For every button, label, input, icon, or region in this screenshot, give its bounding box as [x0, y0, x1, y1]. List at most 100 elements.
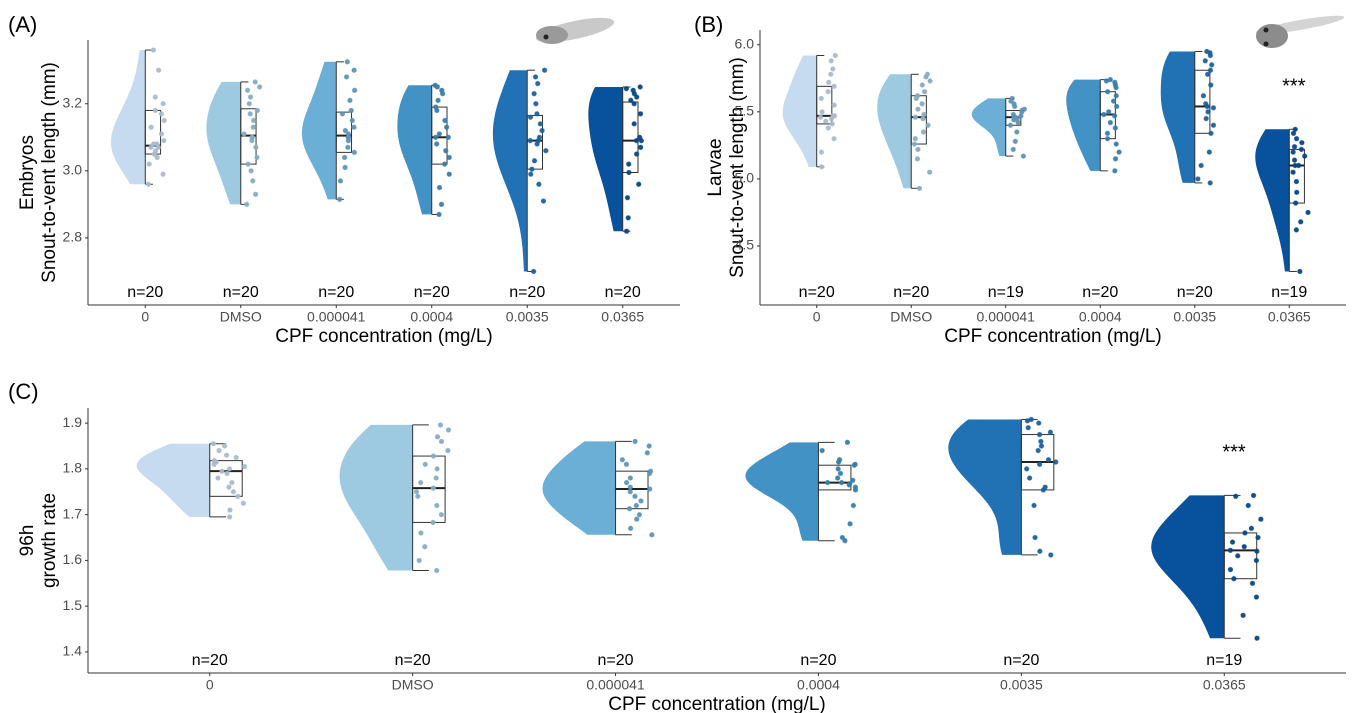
data-point — [146, 161, 152, 167]
y-tick-label: 1.9 — [63, 414, 83, 430]
data-point — [1227, 566, 1234, 573]
data-point — [351, 124, 357, 130]
data-point — [837, 470, 844, 477]
data-point — [1305, 209, 1311, 216]
x-tick-label: 0 — [141, 309, 149, 325]
n-label: n=20 — [318, 284, 354, 301]
data-point — [227, 514, 233, 520]
data-point — [850, 477, 856, 484]
x-tick-label: 0.0004 — [410, 309, 453, 325]
data-point — [919, 82, 925, 88]
data-point — [1208, 62, 1215, 68]
data-point — [341, 154, 348, 161]
box — [817, 464, 852, 491]
data-point — [829, 121, 835, 127]
data-point — [416, 557, 422, 564]
data-point — [1229, 539, 1236, 545]
data-point — [344, 59, 350, 65]
data-point — [528, 171, 534, 177]
data-point — [430, 485, 437, 491]
violin — [948, 419, 1022, 555]
data-point — [636, 511, 643, 518]
data-point — [649, 532, 655, 538]
n-label: n=19 — [1271, 284, 1307, 301]
y-tick-label: 5.0 — [735, 170, 755, 186]
box — [412, 455, 446, 523]
x-tick-label: 0 — [206, 677, 214, 693]
violin — [206, 81, 241, 205]
significance: *** — [1282, 76, 1306, 98]
data-point — [1208, 82, 1214, 88]
data-point — [422, 543, 428, 550]
data-point — [158, 131, 165, 137]
data-point — [342, 164, 348, 171]
data-point — [915, 106, 921, 112]
data-point — [825, 125, 832, 131]
data-point — [627, 525, 634, 532]
data-point — [145, 181, 151, 187]
data-point — [847, 521, 853, 527]
data-point — [244, 201, 250, 208]
y-axis-title: Snout-to-vent length (mm) — [39, 62, 60, 283]
panel-label: (C) — [8, 379, 39, 404]
data-point — [1028, 416, 1035, 423]
y-tick-label: 2.8 — [63, 229, 83, 245]
data-point — [1302, 153, 1308, 159]
data-point — [434, 502, 440, 509]
data-point — [527, 114, 534, 120]
data-point — [235, 493, 241, 500]
data-point — [351, 149, 358, 156]
data-point — [1203, 115, 1209, 122]
data-point — [152, 94, 158, 100]
violin — [588, 86, 623, 232]
data-point — [342, 127, 349, 134]
data-point — [911, 141, 918, 147]
data-point — [1298, 219, 1304, 225]
data-point — [247, 94, 254, 100]
data-point — [1112, 168, 1118, 174]
data-point — [446, 171, 452, 177]
violin — [339, 424, 413, 571]
x-tick-label: DMSO — [220, 309, 262, 325]
data-point — [1227, 547, 1234, 554]
data-point — [630, 87, 636, 94]
data-point — [438, 201, 445, 208]
data-point — [1291, 144, 1298, 150]
data-point — [1195, 176, 1201, 182]
violin — [492, 70, 528, 272]
data-point — [336, 196, 343, 203]
y-axis-title: growth rate — [39, 493, 60, 588]
n-label: n=20 — [1082, 284, 1118, 301]
data-point — [531, 90, 537, 97]
data-point — [1294, 189, 1300, 196]
data-point — [1293, 135, 1300, 142]
data-point — [835, 466, 841, 472]
data-point — [626, 505, 633, 512]
y-tick-label: 1.6 — [63, 551, 83, 567]
data-point — [637, 111, 644, 117]
data-point — [230, 489, 237, 495]
n-label: n=20 — [800, 652, 836, 669]
y-axis-title: Snout-to-vent length (mm) — [727, 57, 748, 278]
data-point — [852, 461, 858, 467]
data-point — [839, 534, 846, 541]
data-point — [819, 109, 825, 115]
data-point — [628, 97, 634, 104]
data-point — [1113, 141, 1119, 147]
data-point — [644, 450, 651, 456]
data-point — [438, 438, 445, 445]
x-axis-title: CPF concentration (mg/L) — [608, 694, 826, 713]
data-point — [441, 161, 448, 167]
data-point — [422, 461, 428, 467]
data-point — [823, 118, 829, 124]
data-point — [154, 141, 160, 147]
data-point — [1203, 101, 1209, 107]
data-point — [832, 52, 839, 59]
data-point — [343, 74, 350, 80]
data-point — [150, 47, 157, 53]
data-point — [351, 67, 357, 73]
data-point — [1248, 525, 1255, 532]
x-tick-label: 0.0004 — [1079, 309, 1122, 325]
data-point — [536, 181, 542, 187]
